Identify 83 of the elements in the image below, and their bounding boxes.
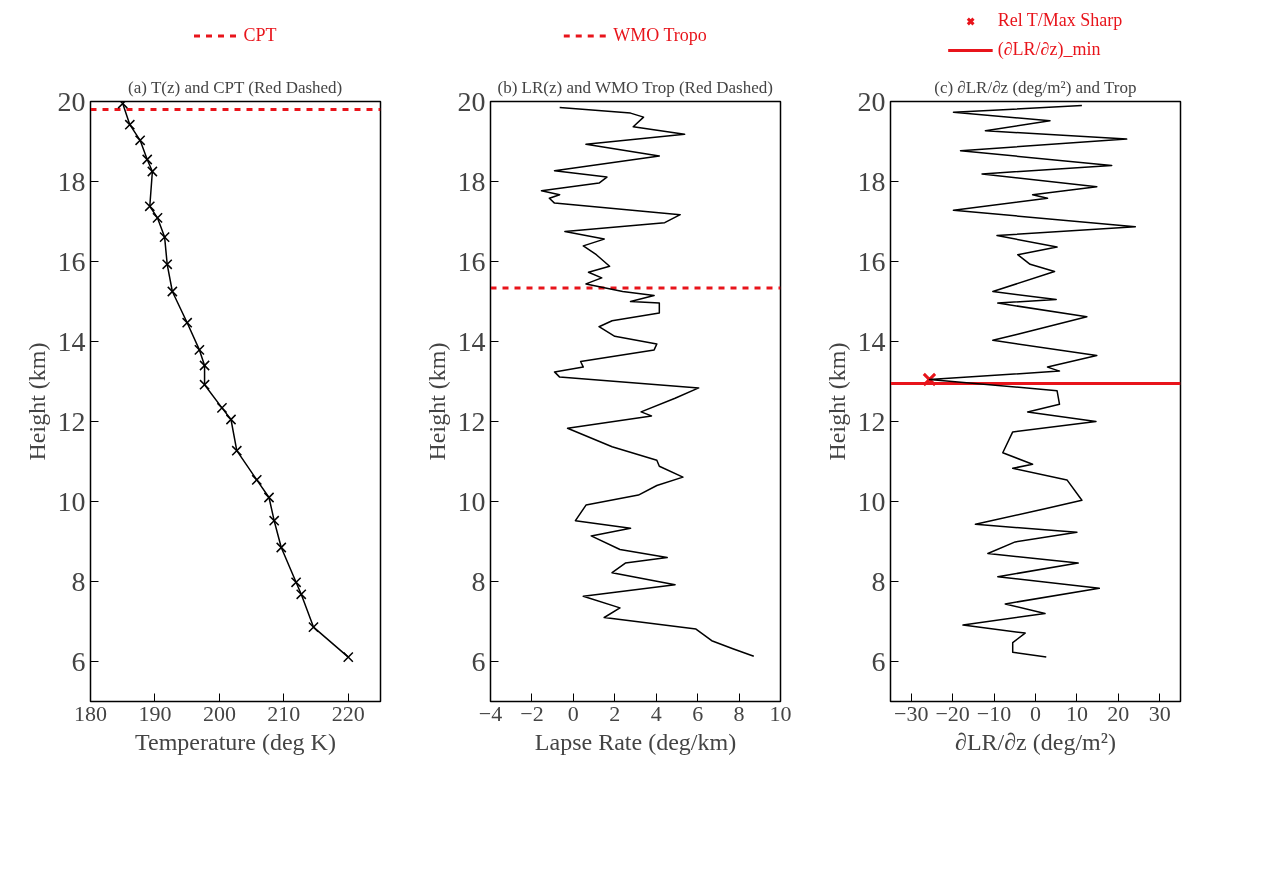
y-tick-label: 16 [57, 245, 86, 277]
y-tick-label: 14 [457, 325, 486, 357]
x-tick-label: −20 [935, 700, 970, 726]
legend-label: Rel T/Max Sharp [997, 10, 1123, 31]
y-tick-label: 12 [857, 405, 886, 437]
point [308, 621, 319, 633]
point [225, 414, 237, 425]
y-tick-label: 6 [871, 645, 886, 677]
x-tick-label: 210 [267, 700, 301, 726]
x-tick-label: −30 [894, 700, 929, 726]
y-tick-label: 20 [857, 85, 886, 117]
y-tick-label: 6 [71, 645, 86, 677]
point [268, 515, 280, 527]
x-tick-label: 190 [138, 700, 172, 726]
y-axis-title: Height (km) [23, 342, 50, 461]
x-tick-label: 10 [1065, 700, 1088, 726]
y-tick-label: 6 [471, 645, 486, 677]
x-axis-title: Temperature (deg K) [135, 728, 336, 755]
y-tick-label: 18 [857, 165, 886, 197]
y-tick-label: 12 [57, 405, 86, 437]
point [275, 542, 287, 553]
y-tick-label: 16 [457, 245, 486, 277]
point [231, 445, 243, 457]
point [295, 588, 307, 600]
x-tick-label: 4 [650, 700, 662, 726]
x-tick-label: 2 [609, 700, 621, 726]
x-axis-title: Lapse Rate (deg/km) [534, 728, 737, 755]
point [159, 231, 170, 243]
x-tick-label: 30 [1148, 700, 1171, 726]
chart-title: (b) LR(z) and WMO Trop (Red Dashed) [497, 77, 773, 97]
x-tick-label: 6 [692, 700, 704, 726]
y-tick-label: 10 [457, 485, 486, 517]
x-tick-label: 0 [567, 700, 579, 726]
point [199, 360, 210, 371]
point [251, 474, 263, 486]
x-tick-label: 180 [74, 700, 107, 726]
chart-title: (c) ∂LR/∂z (deg/m²) and Trop [934, 77, 1137, 97]
point [263, 492, 275, 503]
point [134, 134, 146, 146]
y-tick-label: 10 [857, 485, 886, 517]
y-tick-label: 8 [871, 565, 886, 597]
y-tick-label: 18 [57, 165, 86, 197]
line-series [540, 106, 755, 658]
x-tick-label: −2 [520, 700, 544, 726]
y-tick-label: 12 [457, 405, 486, 437]
y-axis-title: Height (km) [423, 342, 450, 461]
y-tick-label: 20 [57, 85, 86, 117]
point [199, 379, 210, 391]
point [194, 344, 205, 356]
y-tick-label: 20 [457, 85, 486, 117]
legend-label: WMO Tropo [613, 24, 707, 46]
point [290, 576, 302, 588]
y-tick-label: 8 [71, 565, 86, 597]
x-tick-label: 200 [202, 700, 236, 726]
point [167, 286, 178, 297]
x-tick-label: −10 [976, 700, 1012, 726]
x-axis-title: ∂LR/∂z (deg/m²) [955, 728, 1116, 755]
x-tick-label: 220 [331, 700, 365, 726]
point [216, 402, 228, 414]
point [144, 200, 156, 212]
x-tick-label: 10 [769, 700, 792, 726]
point [152, 212, 163, 224]
y-tick-label: 10 [57, 485, 86, 517]
point [342, 651, 354, 663]
y-tick-label: 18 [457, 165, 486, 197]
y-tick-label: 14 [857, 325, 886, 357]
x-tick-label: −4 [478, 700, 503, 726]
y-tick-label: 14 [57, 325, 86, 357]
point [141, 154, 153, 165]
legend-label: (∂LR/∂z)_min [997, 39, 1101, 60]
point [124, 119, 136, 131]
chart-title: (a) T(z) and CPT (Red Dashed) [128, 77, 343, 97]
x-tick-label: 20 [1107, 700, 1130, 726]
x-tick-label: 0 [1030, 700, 1041, 726]
point [161, 258, 173, 270]
y-axis-title: Height (km) [823, 342, 850, 461]
x-tick-label: 8 [733, 700, 745, 726]
point [181, 317, 193, 329]
point [147, 166, 158, 177]
y-tick-label: 16 [857, 245, 886, 277]
legend-label: CPT [243, 24, 277, 46]
y-tick-label: 8 [471, 565, 486, 597]
line-series [928, 104, 1137, 658]
